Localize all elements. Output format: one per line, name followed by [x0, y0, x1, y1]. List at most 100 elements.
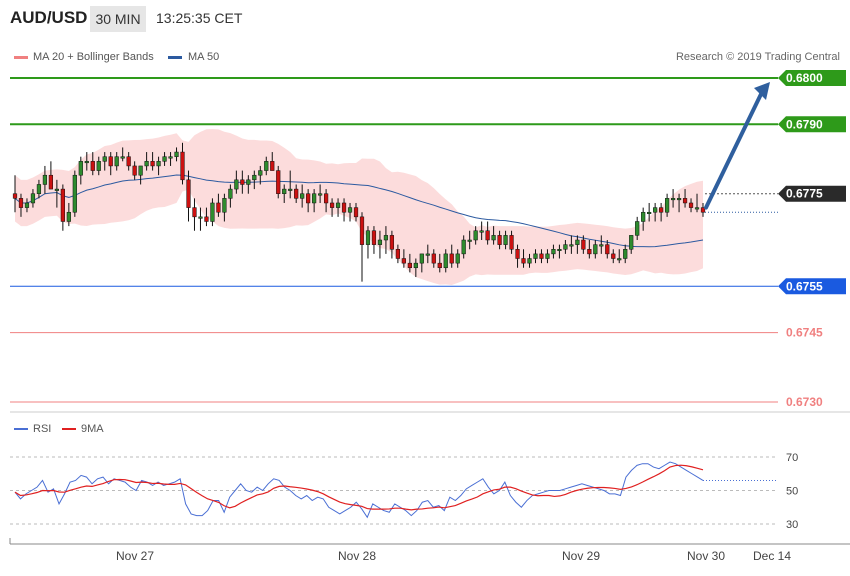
candle-body	[234, 179, 239, 190]
ma50-legend-label: MA 50	[188, 51, 220, 63]
level-label-5: 0.6730	[786, 395, 823, 409]
candle-body	[36, 184, 42, 194]
candle-body	[605, 244, 610, 255]
candle-body	[162, 156, 167, 162]
candle-body	[66, 211, 71, 222]
chart-header: AUD/USD 30 MIN 13:25:35 CET	[0, 0, 850, 40]
candle-body	[132, 165, 137, 176]
candle-body	[18, 198, 24, 208]
candle-body	[120, 156, 125, 159]
candle-body	[186, 179, 191, 208]
ma50-line	[14, 174, 704, 248]
time-axis-label: Nov 30	[687, 549, 725, 563]
candle-body	[575, 239, 580, 245]
candle-body	[647, 211, 652, 214]
candle-body	[72, 174, 77, 213]
candle-body	[114, 156, 119, 167]
candle-body	[240, 179, 245, 185]
candle-body	[353, 207, 359, 218]
candle-body	[294, 188, 299, 199]
candle-body	[419, 253, 424, 264]
candle-body	[443, 253, 448, 269]
candle-body	[395, 249, 400, 259]
candle-body	[90, 161, 95, 171]
time-axis-label: Dec 14	[753, 549, 791, 563]
candle-body	[312, 193, 317, 204]
candle-body	[192, 207, 197, 218]
candle-body	[102, 156, 107, 162]
candle-body	[210, 202, 215, 222]
candle-body	[42, 174, 48, 185]
candle-body	[641, 211, 646, 222]
candle-body	[216, 202, 221, 213]
candle-body	[413, 262, 418, 269]
candle-body	[156, 161, 161, 167]
indicator-legend: MA 20 + Bollinger Bands MA 50 Research ©…	[0, 48, 850, 68]
candle-body	[144, 161, 149, 167]
candle-body	[329, 202, 335, 208]
candle-body	[557, 249, 562, 252]
candle-body	[300, 193, 305, 199]
candle-body	[527, 258, 532, 264]
candle-body	[138, 165, 143, 176]
candle-body	[503, 235, 508, 245]
candle-body	[174, 151, 179, 157]
candle-body	[431, 253, 436, 264]
candle-body	[323, 193, 329, 204]
candle-body	[276, 170, 281, 194]
currency-pair-title: AUD/USD	[10, 8, 88, 27]
candle-body	[359, 216, 365, 245]
level-label-3: 0.6755	[786, 279, 823, 293]
candle-body	[437, 262, 442, 269]
level-tag-0	[778, 70, 846, 86]
timeframe-badge[interactable]: 30 MIN	[90, 6, 146, 32]
candle-body	[168, 156, 173, 159]
bollinger-band	[15, 129, 703, 285]
rsi-level-label-30: 30	[786, 519, 798, 531]
candle-body	[653, 207, 658, 213]
rsi-level-label-70: 70	[786, 452, 798, 464]
candle-body	[96, 161, 101, 171]
rsi-legend: RSI 9MA	[0, 421, 300, 439]
time-axis-label: Nov 28	[338, 549, 376, 563]
rsi-legend-label: RSI	[33, 423, 52, 435]
candle-body	[24, 202, 30, 208]
candle-body	[258, 170, 263, 176]
candle-body	[509, 235, 514, 250]
time-axis-label: Nov 27	[116, 549, 154, 563]
candle-body	[246, 179, 251, 185]
candle-body	[635, 221, 640, 236]
candle-body	[270, 161, 275, 171]
candle-body	[682, 198, 688, 204]
rsi-level-label-50: 50	[786, 486, 798, 498]
candle-body	[449, 253, 454, 264]
candle-body	[341, 202, 347, 213]
candle-body	[12, 193, 18, 199]
candle-body	[60, 188, 65, 222]
candle-body	[198, 216, 203, 219]
candle-body	[461, 239, 466, 255]
candle-body	[180, 151, 185, 181]
candle-body	[455, 253, 460, 264]
candle-body	[491, 235, 496, 241]
candle-body	[222, 198, 227, 213]
ma50-legend-swatch	[168, 56, 182, 59]
candle-body	[599, 244, 604, 247]
rsi-legend-swatch	[14, 428, 28, 430]
candle-body	[497, 235, 502, 245]
candle-body	[377, 239, 383, 245]
time-axis-label: Nov 29	[562, 549, 600, 563]
candle-body	[700, 207, 706, 213]
candle-body	[545, 253, 550, 259]
candle-body	[78, 161, 83, 176]
level-label-1: 0.6790	[786, 117, 823, 131]
ma20-legend-swatch	[14, 56, 28, 59]
candle-body	[551, 249, 556, 255]
candle-body	[108, 156, 113, 167]
candle-body	[365, 230, 371, 245]
candle-body	[563, 244, 568, 250]
candle-body	[48, 174, 54, 190]
candle-body	[694, 207, 700, 210]
candle-body	[533, 253, 538, 259]
candle-body	[288, 188, 293, 191]
